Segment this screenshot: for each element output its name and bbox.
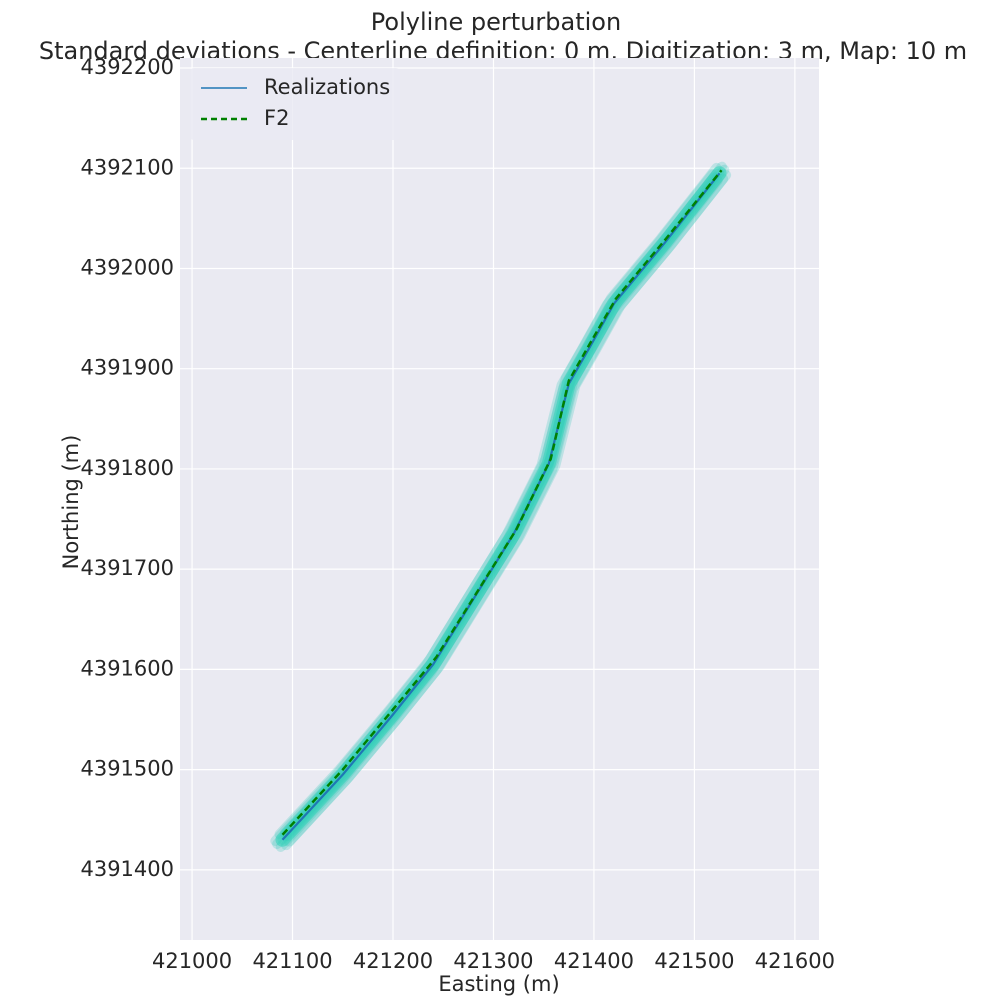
- series-lines: [281, 169, 723, 841]
- legend-label-f2: F2: [264, 106, 289, 130]
- x-tick-label: 421600: [755, 949, 835, 973]
- legend-box: [190, 68, 400, 140]
- x-tick-label: 421100: [252, 949, 332, 973]
- x-tick-label: 421300: [453, 949, 533, 973]
- y-tick-label: 4392100: [80, 155, 174, 179]
- legend: Realizations F2: [190, 68, 400, 140]
- x-tick-label: 421400: [554, 949, 634, 973]
- y-tick-label: 4392000: [80, 255, 174, 279]
- x-tick-label: 421200: [353, 949, 433, 973]
- y-tick-label: 4391400: [80, 857, 174, 881]
- series-f2-line: [281, 169, 723, 836]
- y-tick-label: 4391800: [80, 456, 174, 480]
- y-tick-label: 4391600: [80, 656, 174, 680]
- plot-area: [180, 58, 819, 940]
- y-tick-label: 4392200: [80, 55, 174, 79]
- x-tick-label: 421000: [152, 949, 232, 973]
- y-tick-label: 4391700: [80, 556, 174, 580]
- legend-label-realizations: Realizations: [264, 75, 390, 99]
- y-tick-labels: 4391400 4391500 4391600 4391700 4391800 43919…: [80, 55, 174, 881]
- x-axis-label: Easting (m): [438, 972, 559, 996]
- y-tick-label: 4391500: [80, 757, 174, 781]
- x-tick-labels: 421000 421100 421200 421300 421400 421500 4216…: [152, 949, 835, 973]
- chart-title: Polyline perturbation: [371, 8, 621, 36]
- y-axis-label: Northing (m): [59, 435, 83, 570]
- x-tick-label: 421500: [654, 949, 734, 973]
- y-tick-label: 4391900: [80, 356, 174, 380]
